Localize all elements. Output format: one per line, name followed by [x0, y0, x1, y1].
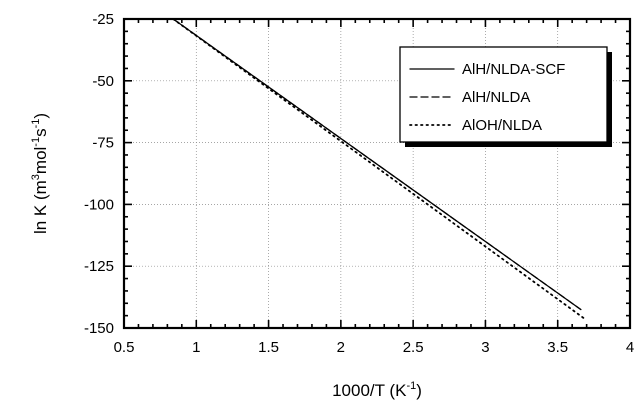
- y-tick-label: -100: [84, 196, 114, 213]
- legend-label: AlH/NLDA-SCF: [462, 61, 565, 78]
- x-tick-label: 0.5: [114, 339, 135, 356]
- x-tick-label: 3: [481, 339, 489, 356]
- axis-ticks: [123, 18, 631, 329]
- y-tick-label: -25: [92, 11, 114, 28]
- x-axis-label: 1000/T (K-1): [332, 380, 422, 400]
- legend-label: AlOH/NLDA: [462, 117, 542, 134]
- y-tick-label: -75: [92, 135, 114, 152]
- y-axis-label: ln K (m3mol-1s-1): [30, 113, 50, 234]
- y-tick-label: -150: [84, 320, 114, 337]
- y-tick-labels: -150 -125 -100 -75 -50 -25: [84, 11, 114, 337]
- legend: AlH/NLDA-SCF AlH/NLDA AlOH/NLDA: [399, 46, 612, 147]
- legend-label: AlH/NLDA: [462, 89, 530, 106]
- x-tick-label: 2: [337, 339, 345, 356]
- series-lines: [172, 18, 585, 320]
- y-tick-label: -50: [92, 73, 114, 90]
- x-tick-label: 1.5: [258, 339, 279, 356]
- plot-frame: [122, 17, 632, 330]
- x-tick-label: 4: [626, 339, 634, 356]
- x-tick-label: 2.5: [403, 339, 424, 356]
- legend-box: [399, 46, 608, 143]
- series-line: [172, 18, 585, 320]
- x-tick-label: 3.5: [547, 339, 568, 356]
- y-tick-label: -125: [84, 258, 114, 275]
- x-tick-labels: 0.5 1 1.5 2 2.5 3 3.5 4: [114, 339, 635, 356]
- x-tick-label: 1: [192, 339, 200, 356]
